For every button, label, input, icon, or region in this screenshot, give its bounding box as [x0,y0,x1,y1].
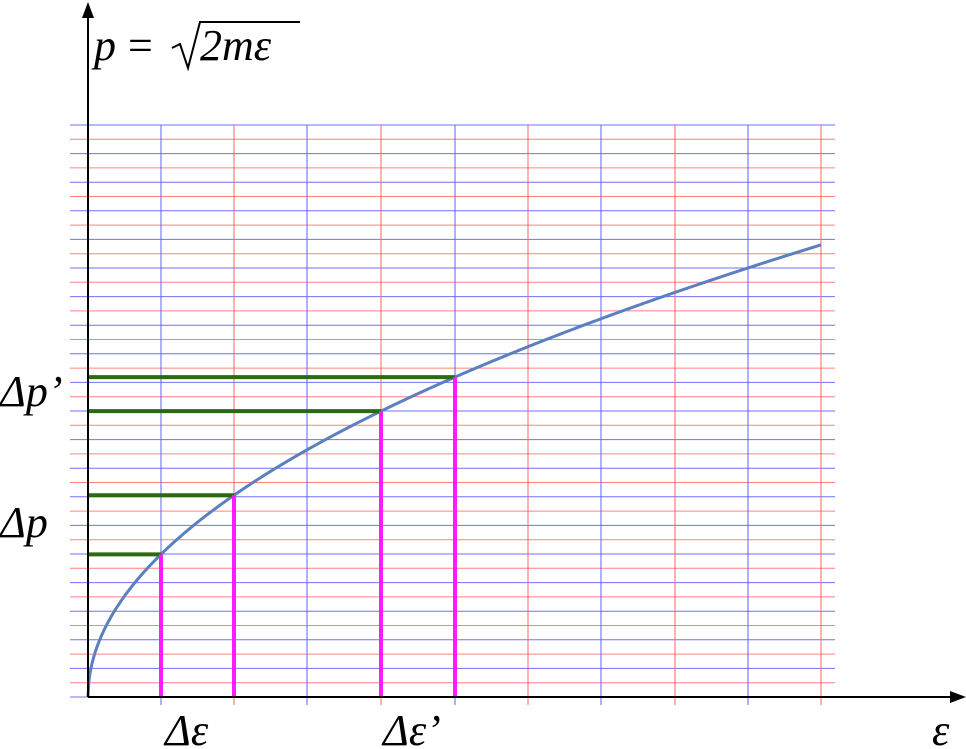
formula-lhs: p [91,21,116,70]
x-arrow [950,691,966,703]
label-delta-e: Δε [163,706,209,749]
y-arrow [82,2,94,18]
label-x-axis: ε [932,706,950,749]
label-delta-p: Δp [0,498,48,547]
formula-eq: = [128,21,153,70]
label-delta-e-prime: Δε’ [381,706,441,749]
formula-radicand: 2mε [200,21,272,70]
guides [88,375,457,697]
grid [70,124,835,705]
label-delta-p-prime: Δp’ [0,367,62,416]
radical-sign [171,21,300,72]
